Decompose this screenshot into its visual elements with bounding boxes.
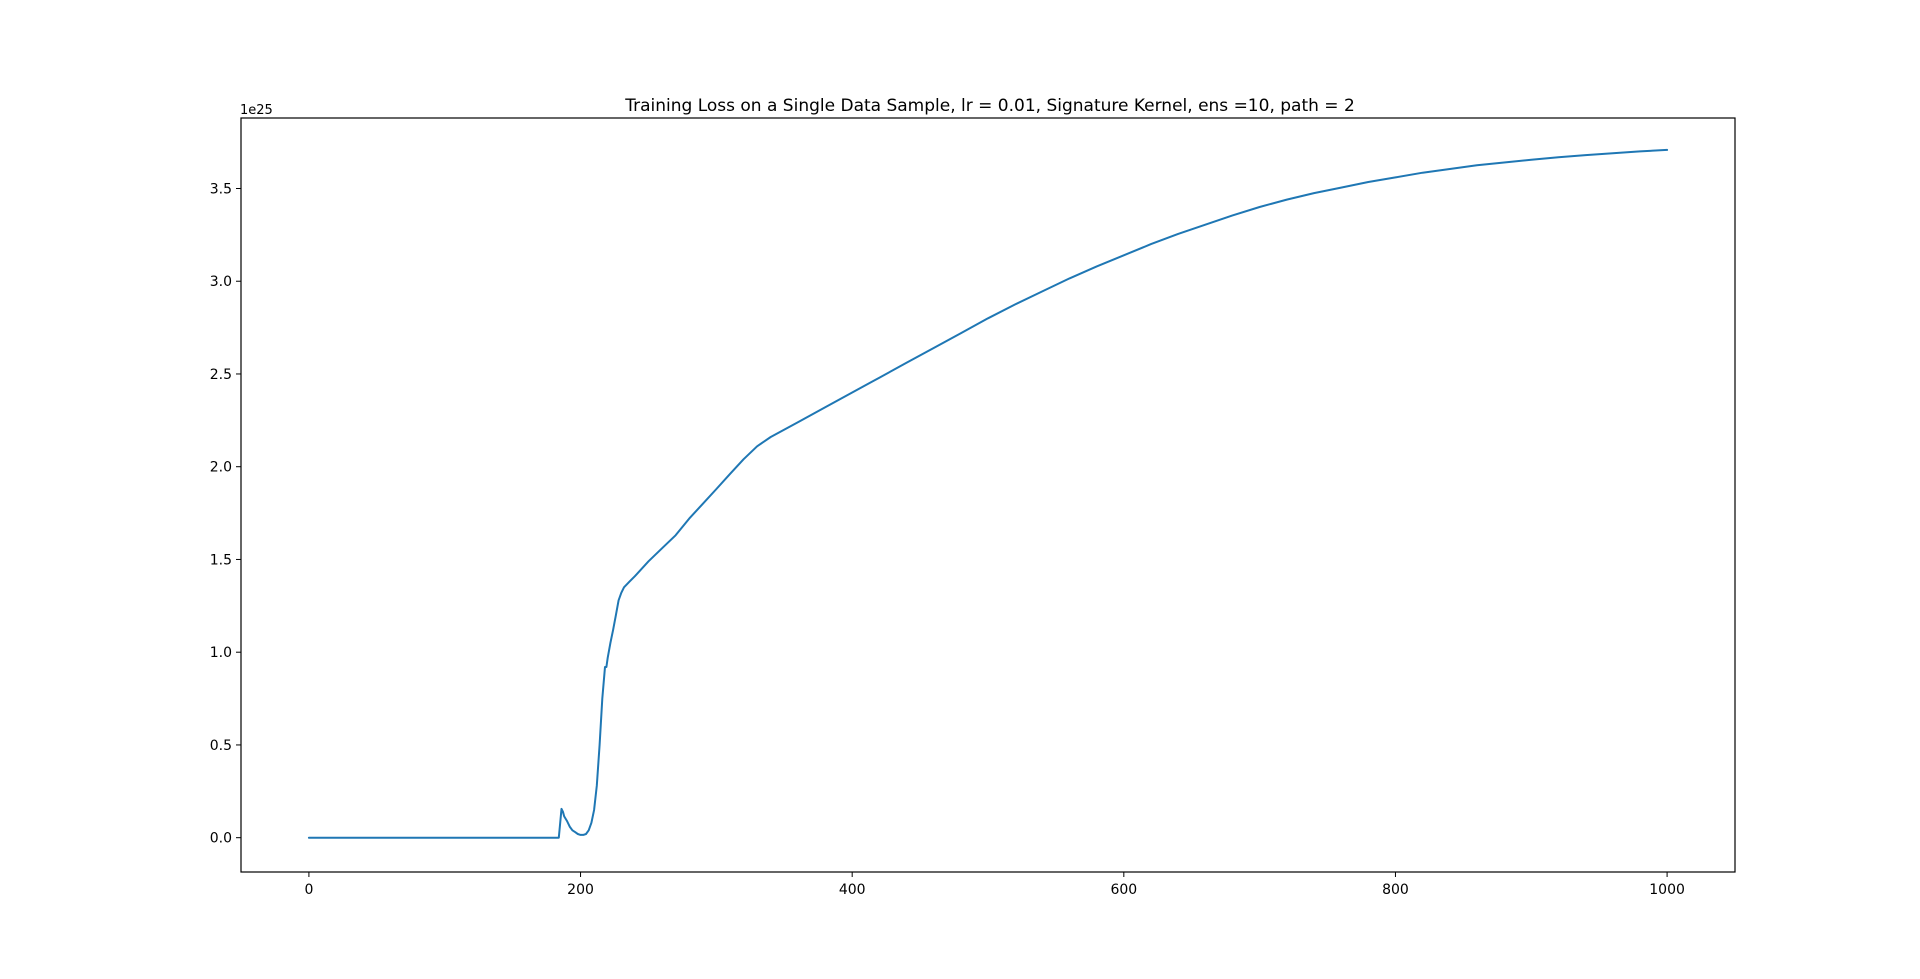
axes-frame [240,117,1736,873]
plot-area: 0 200 400 600 800 1000 0.0 0.5 1.0 1.5 2.0 2.5 3.0 3.… [210,117,1736,898]
y-tick-label: 2.0 [210,460,232,476]
x-tick-label: 200 [567,882,594,898]
y-tick-label: 0.0 [210,831,232,847]
y-axis-offset-label: 1e25 [240,103,273,118]
x-tick-label: 1000 [1649,882,1685,898]
chart-title: Training Loss on a Single Data Sample, l… [624,96,1355,116]
x-tick-label: 0 [304,882,313,898]
y-tick-label: 1.5 [210,552,232,568]
y-tick-label: 0.5 [210,738,232,754]
y-tick-label: 2.5 [210,367,232,383]
series-line-0 [307,148,1669,839]
y-tick-label: 1.0 [210,645,232,661]
x-tick-label: 800 [1382,882,1409,898]
x-tick-label: 400 [839,882,866,898]
x-tick-label: 600 [1110,882,1137,898]
y-tick-label: 3.5 [210,181,232,197]
y-tick-label: 3.0 [210,274,232,290]
